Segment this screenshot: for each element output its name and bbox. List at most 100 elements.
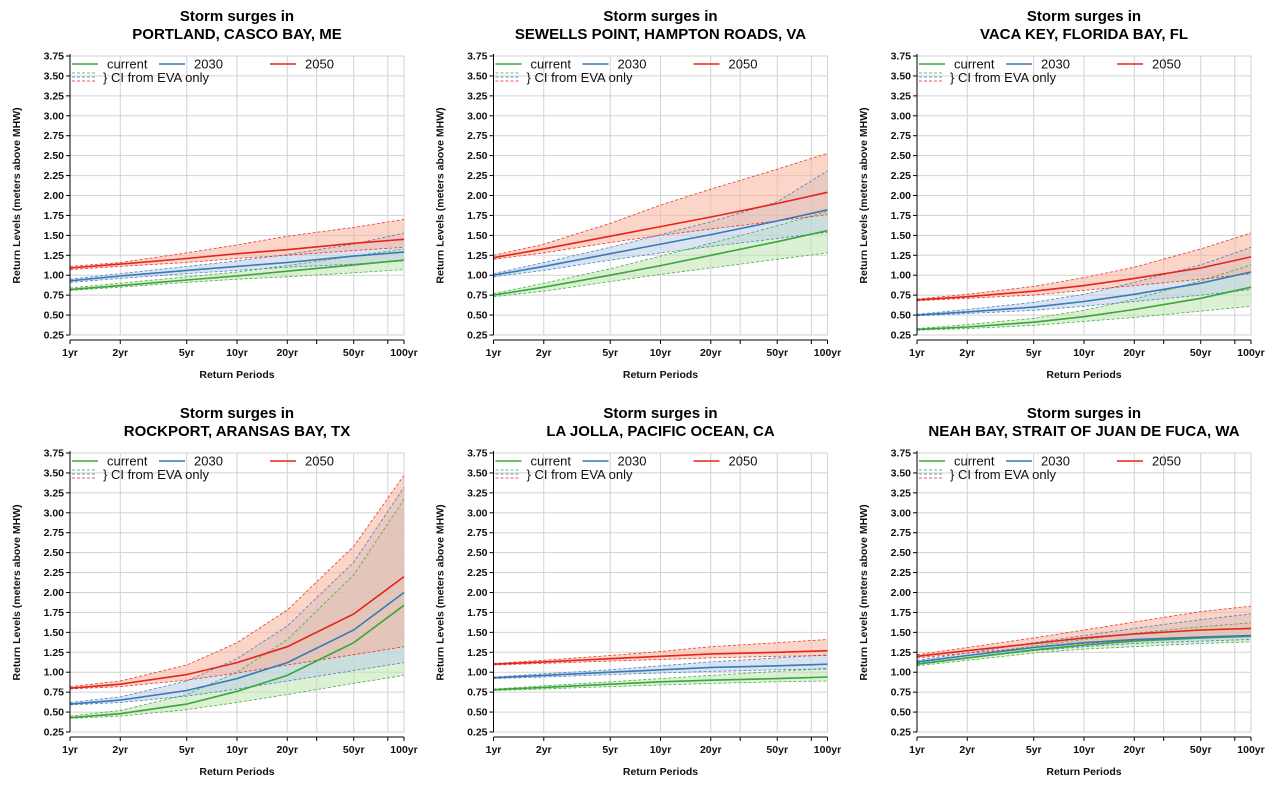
y-tick-label: 2.25	[44, 170, 65, 182]
y-tick-label: 1.50	[44, 627, 65, 639]
y-tick-label: 2.25	[891, 170, 912, 182]
chart-subtitle: PORTLAND, CASCO BAY, ME	[132, 26, 341, 43]
x-axis-label: Return Periods	[1046, 766, 1121, 778]
ci-bound-lower-current	[916, 641, 1252, 667]
ci-bound-upper-2050	[69, 475, 405, 687]
y-tick-label: 1.50	[467, 230, 488, 242]
ci-band-2030	[70, 233, 404, 283]
x-tick-label: 2yr	[536, 744, 552, 756]
y-tick-label: 1.00	[467, 667, 488, 679]
y-tick-label: 0.50	[467, 310, 488, 322]
x-tick-label: 5yr	[179, 347, 195, 359]
series-line-2030	[916, 271, 1252, 316]
ci-bound-upper-2050	[493, 152, 828, 256]
ci-bound-upper-current	[493, 667, 828, 690]
y-tick-label: 0.50	[467, 707, 488, 719]
y-tick-label: 2.75	[891, 130, 912, 142]
legend-label-2050: 2050	[305, 57, 334, 72]
x-tick-label: 50yr	[1190, 347, 1212, 359]
y-tick-label: 2.25	[467, 170, 488, 182]
ci-bound-lower-2050	[493, 655, 828, 666]
y-tick-label: 3.00	[44, 110, 65, 122]
x-axis-label: Return Periods	[1046, 369, 1121, 381]
y-tick-label: 1.00	[44, 667, 65, 679]
y-tick-label: 3.75	[467, 51, 488, 63]
series-line-2030	[916, 634, 1252, 663]
chart-subtitle: SEWELLS POINT, HAMPTON ROADS, VA	[515, 26, 806, 43]
x-tick-label: 20yr	[276, 347, 298, 359]
x-tick-label: 100yr	[814, 347, 841, 359]
y-tick-label: 1.75	[44, 210, 65, 222]
y-tick-label: 2.00	[891, 587, 912, 599]
y-tick-label: 0.75	[467, 687, 488, 699]
x-tick-label: 1yr	[486, 347, 502, 359]
ci-band-2050	[493, 639, 828, 665]
x-tick-label: 1yr	[909, 744, 925, 756]
ci-bound-upper-2050	[493, 639, 828, 664]
x-tick-label: 5yr	[602, 744, 618, 756]
y-tick-label: 3.50	[891, 467, 912, 479]
x-tick-label: 20yr	[1123, 744, 1145, 756]
y-axis-label: Return Levels (meters above MHW)	[858, 504, 870, 680]
y-tick-label: 1.75	[467, 607, 488, 619]
x-tick-label: 1yr	[486, 744, 502, 756]
x-tick-label: 10yr	[226, 347, 248, 359]
x-tick-label: 5yr	[1026, 744, 1042, 756]
y-tick-label: 2.00	[467, 190, 488, 202]
y-tick-label: 2.00	[44, 190, 65, 202]
x-tick-label: 20yr	[700, 347, 722, 359]
y-axis-label: Return Levels (meters above MHW)	[435, 107, 447, 283]
x-axis-label: Return Periods	[199, 766, 274, 778]
x-tick-label: 2yr	[959, 347, 975, 359]
legend: current 2030 2050} CI from EVA only	[919, 454, 1181, 482]
series-line-2050	[916, 627, 1252, 658]
y-tick-label: 2.25	[44, 567, 65, 579]
series-line-2050	[493, 191, 828, 259]
series-line-2050	[916, 256, 1252, 301]
chart-subtitle: NEAH BAY, STRAIT OF JUAN DE FUCA, WA	[928, 423, 1239, 440]
y-tick-label: 3.00	[44, 507, 65, 519]
x-tick-label: 50yr	[343, 744, 365, 756]
y-tick-label: 3.75	[44, 448, 65, 460]
y-tick-label: 3.75	[891, 448, 912, 460]
y-tick-label: 1.25	[891, 250, 912, 262]
x-tick-label: 10yr	[1073, 744, 1095, 756]
y-tick-label: 3.50	[891, 70, 912, 82]
y-tick-label: 2.75	[44, 130, 65, 142]
legend-ci-label: } CI from EVA only	[950, 70, 1056, 85]
x-axis-label: Return Periods	[623, 369, 698, 381]
legend-label-2030: 2030	[618, 454, 647, 469]
legend-label-current: current	[107, 57, 148, 72]
y-tick-label: 0.75	[44, 290, 65, 302]
x-axis-label: Return Periods	[623, 766, 698, 778]
y-tick-label: 3.50	[44, 467, 65, 479]
x-tick-label: 100yr	[1237, 347, 1264, 359]
chart-title: Storm surges in	[603, 405, 717, 422]
ci-bound-lower-current	[493, 252, 828, 298]
ci-bound-upper-2050	[69, 219, 405, 267]
y-tick-label: 0.25	[44, 330, 65, 342]
x-tick-label: 2yr	[536, 347, 552, 359]
legend: current 2030 2050} CI from EVA only	[495, 454, 757, 482]
ci-bound-lower-2030	[493, 231, 828, 278]
ci-band-2050	[493, 153, 828, 260]
y-tick-label: 2.25	[891, 567, 912, 579]
y-tick-label: 1.25	[467, 647, 488, 659]
y-tick-label: 1.25	[44, 647, 65, 659]
ci-band-2050	[70, 475, 404, 689]
ci-bound-lower-current	[69, 675, 405, 719]
legend: current 2030 2050} CI from EVA only	[72, 57, 334, 85]
chart-subtitle: ROCKPORT, ARANSAS BAY, TX	[124, 423, 350, 440]
ci-bound-upper-current	[916, 264, 1252, 329]
ci-bound-upper-2030	[493, 170, 828, 274]
ci-bound-lower-2030	[916, 289, 1252, 317]
ci-bound-lower-current	[69, 269, 405, 291]
ci-bound-upper-2030	[69, 487, 405, 703]
x-tick-label: 10yr	[650, 744, 672, 756]
y-tick-label: 0.75	[891, 687, 912, 699]
chart-title: Storm surges in	[1027, 8, 1141, 25]
